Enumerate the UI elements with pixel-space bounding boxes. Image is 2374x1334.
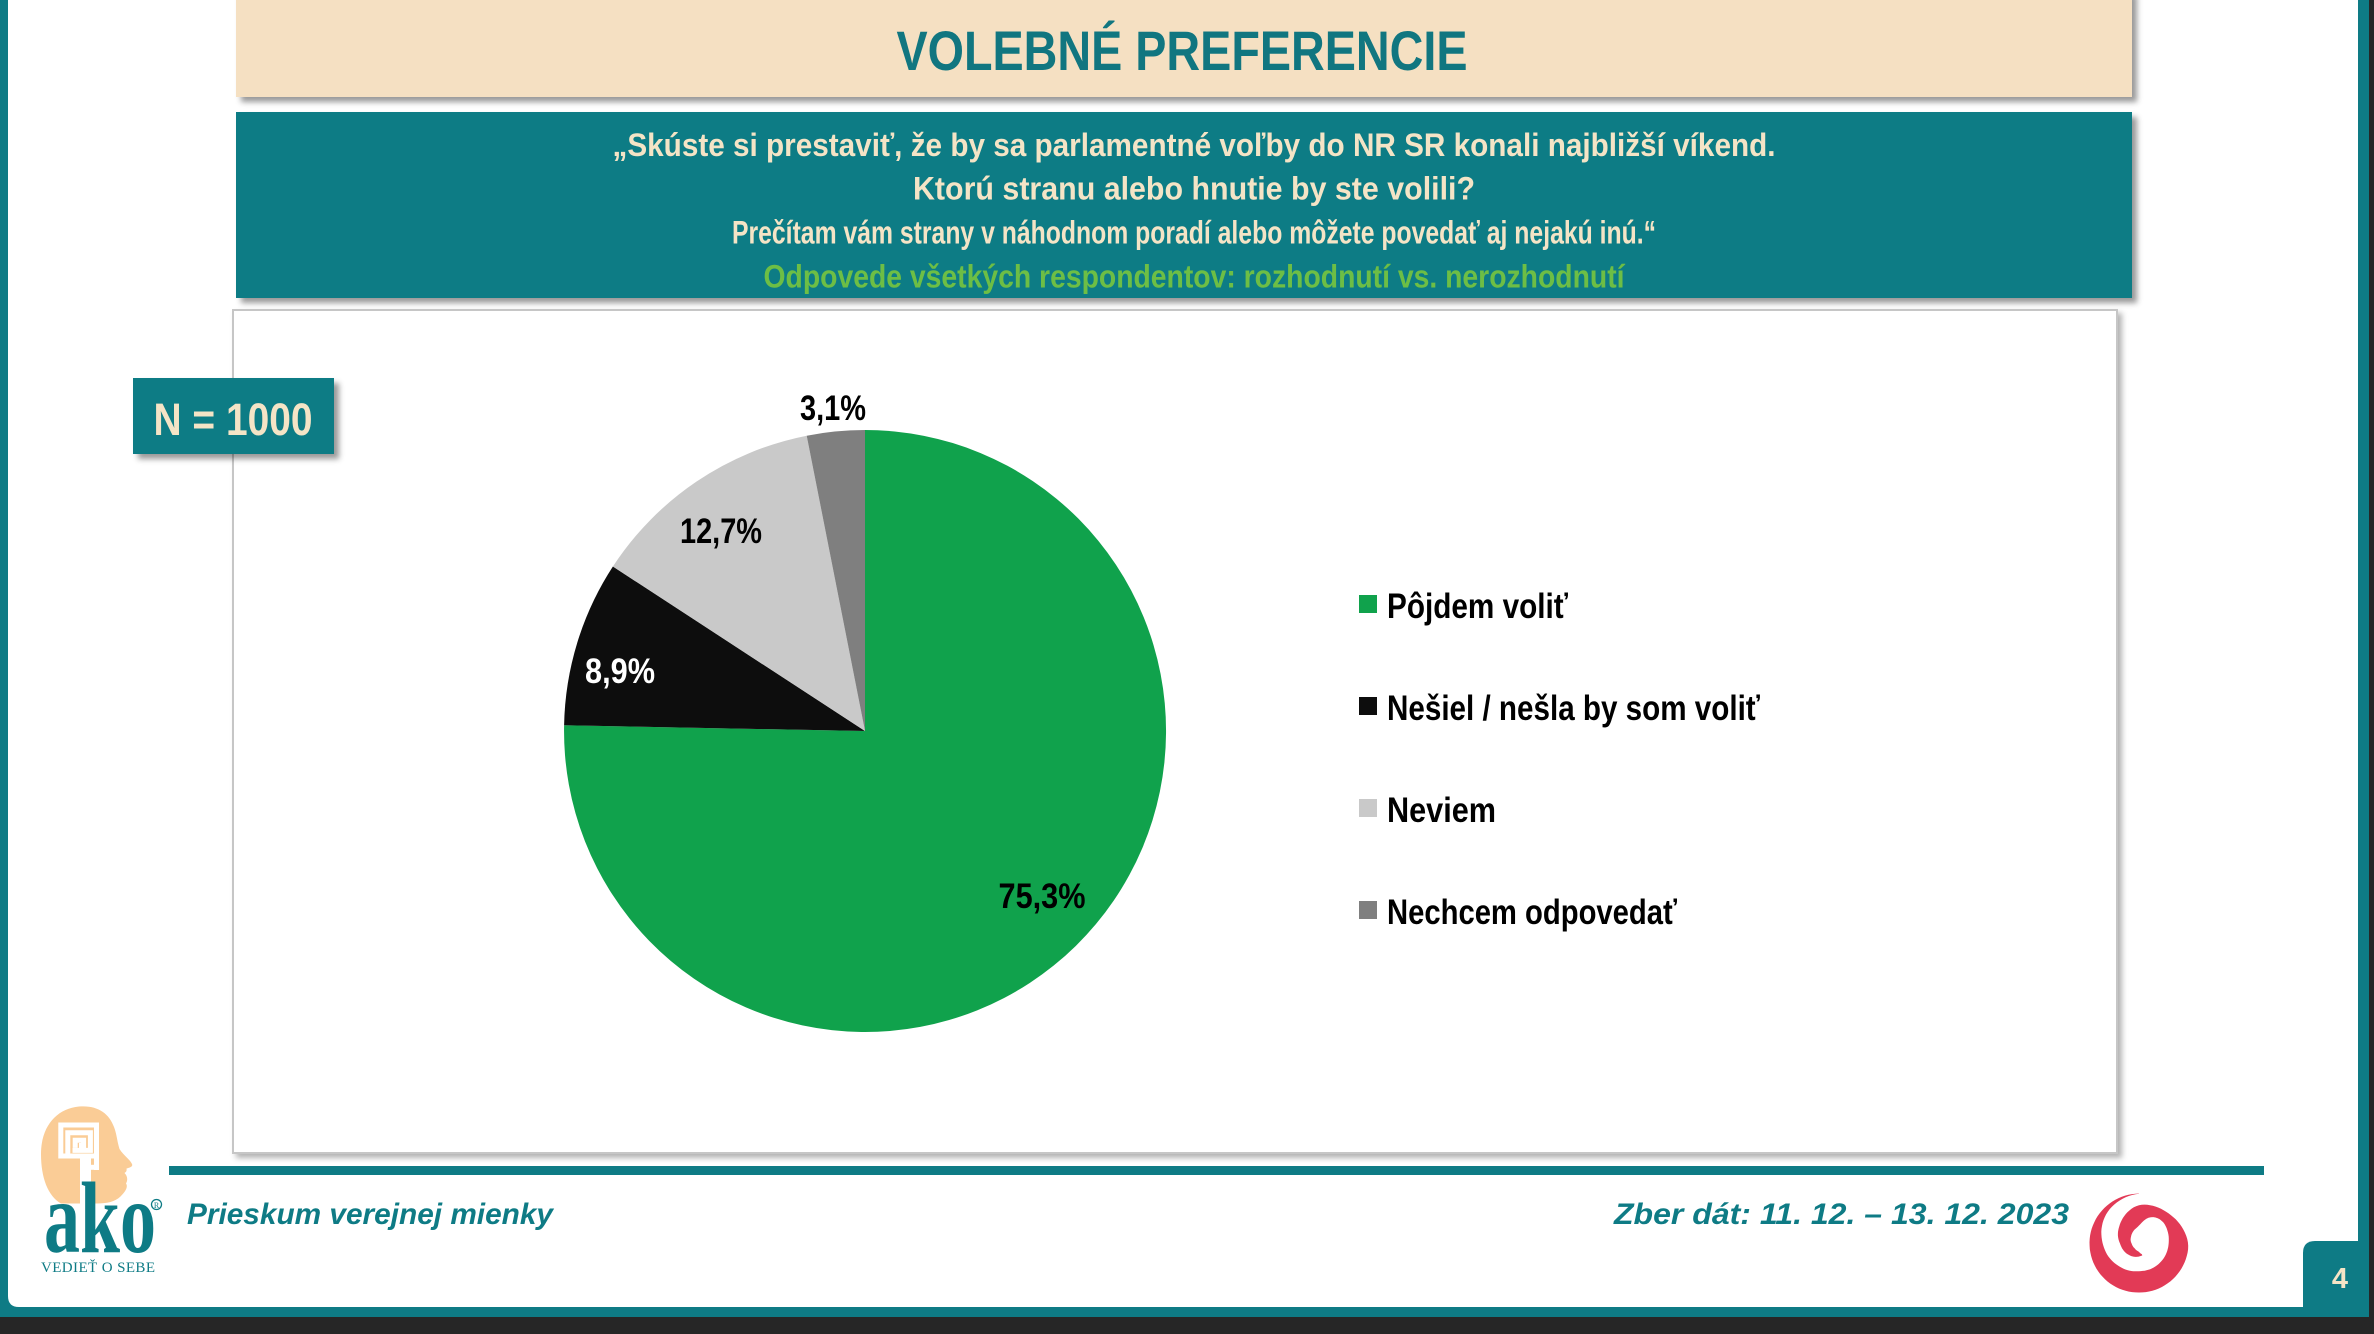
svg-text:Odpovede všetkých respondentov: Odpovede všetkých respondentov: rozhodnu… xyxy=(764,259,1626,295)
svg-text:Prieskum verejnej mienky: Prieskum verejnej mienky xyxy=(187,1198,554,1231)
svg-text:Ktorú stranu alebo hnutie by s: Ktorú stranu alebo hnutie by ste volili? xyxy=(913,171,1475,207)
svg-text:Pôjdem voliť: Pôjdem voliť xyxy=(1387,587,1568,626)
svg-text:VEDIEŤ O SEBE: VEDIEŤ O SEBE xyxy=(41,1259,155,1276)
svg-text:Prečítam vám strany v náhodnom: Prečítam vám strany v náhodnom poradí al… xyxy=(732,215,1656,251)
svg-text:N = 1000: N = 1000 xyxy=(154,394,313,445)
svg-text:„Skúste si prestaviť, že by sa: „Skúste si prestaviť, že by sa parlament… xyxy=(613,127,1776,163)
svg-text:Nechcem odpovedať: Nechcem odpovedať xyxy=(1387,893,1677,932)
svg-text:12,7%: 12,7% xyxy=(680,512,762,551)
svg-text:8,9%: 8,9% xyxy=(585,652,655,691)
svg-text:4: 4 xyxy=(2332,1263,2348,1295)
svg-text:ako: ako xyxy=(44,1162,156,1275)
svg-text:3,1%: 3,1% xyxy=(800,389,866,428)
svg-text:VOLEBNÉ PREFERENCIE: VOLEBNÉ PREFERENCIE xyxy=(897,19,1468,82)
svg-text:R: R xyxy=(154,1201,160,1210)
svg-text:Zber dát: 11. 12. – 13. 12. 20: Zber dát: 11. 12. – 13. 12. 2023 xyxy=(1613,1198,2069,1231)
svg-text:75,3%: 75,3% xyxy=(999,877,1086,916)
svg-text:Neviem: Neviem xyxy=(1387,791,1496,830)
svg-text:Nešiel / nešla by som voliť: Nešiel / nešla by som voliť xyxy=(1387,689,1760,728)
